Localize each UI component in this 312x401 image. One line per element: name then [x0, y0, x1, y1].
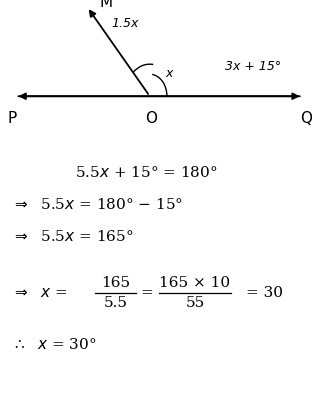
Text: $\Rightarrow$  $x$ =: $\Rightarrow$ $x$ = — [12, 286, 68, 300]
Text: 165: 165 — [101, 276, 130, 290]
Text: x: x — [165, 67, 172, 80]
Text: M: M — [99, 0, 112, 10]
Text: = 30: = 30 — [246, 286, 284, 300]
Text: O: O — [145, 111, 157, 126]
Text: 55: 55 — [185, 296, 205, 310]
Text: $\Rightarrow$  5.5$x$ = 165°: $\Rightarrow$ 5.5$x$ = 165° — [12, 229, 134, 244]
Text: 1.5x: 1.5x — [112, 17, 139, 30]
Text: $\therefore$  $x$ = 30°: $\therefore$ $x$ = 30° — [12, 337, 97, 352]
Text: 165 × 10: 165 × 10 — [159, 276, 231, 290]
Text: 5.5$x$ + 15° = 180°: 5.5$x$ + 15° = 180° — [75, 165, 217, 180]
Text: $\Rightarrow$  5.5$x$ = 180° $-$ 15°: $\Rightarrow$ 5.5$x$ = 180° $-$ 15° — [12, 197, 183, 212]
Text: 5.5: 5.5 — [104, 296, 127, 310]
Text: P: P — [8, 111, 17, 126]
Text: =: = — [140, 286, 153, 300]
Text: Q: Q — [300, 111, 312, 126]
Text: 3x + 15°: 3x + 15° — [225, 60, 281, 73]
